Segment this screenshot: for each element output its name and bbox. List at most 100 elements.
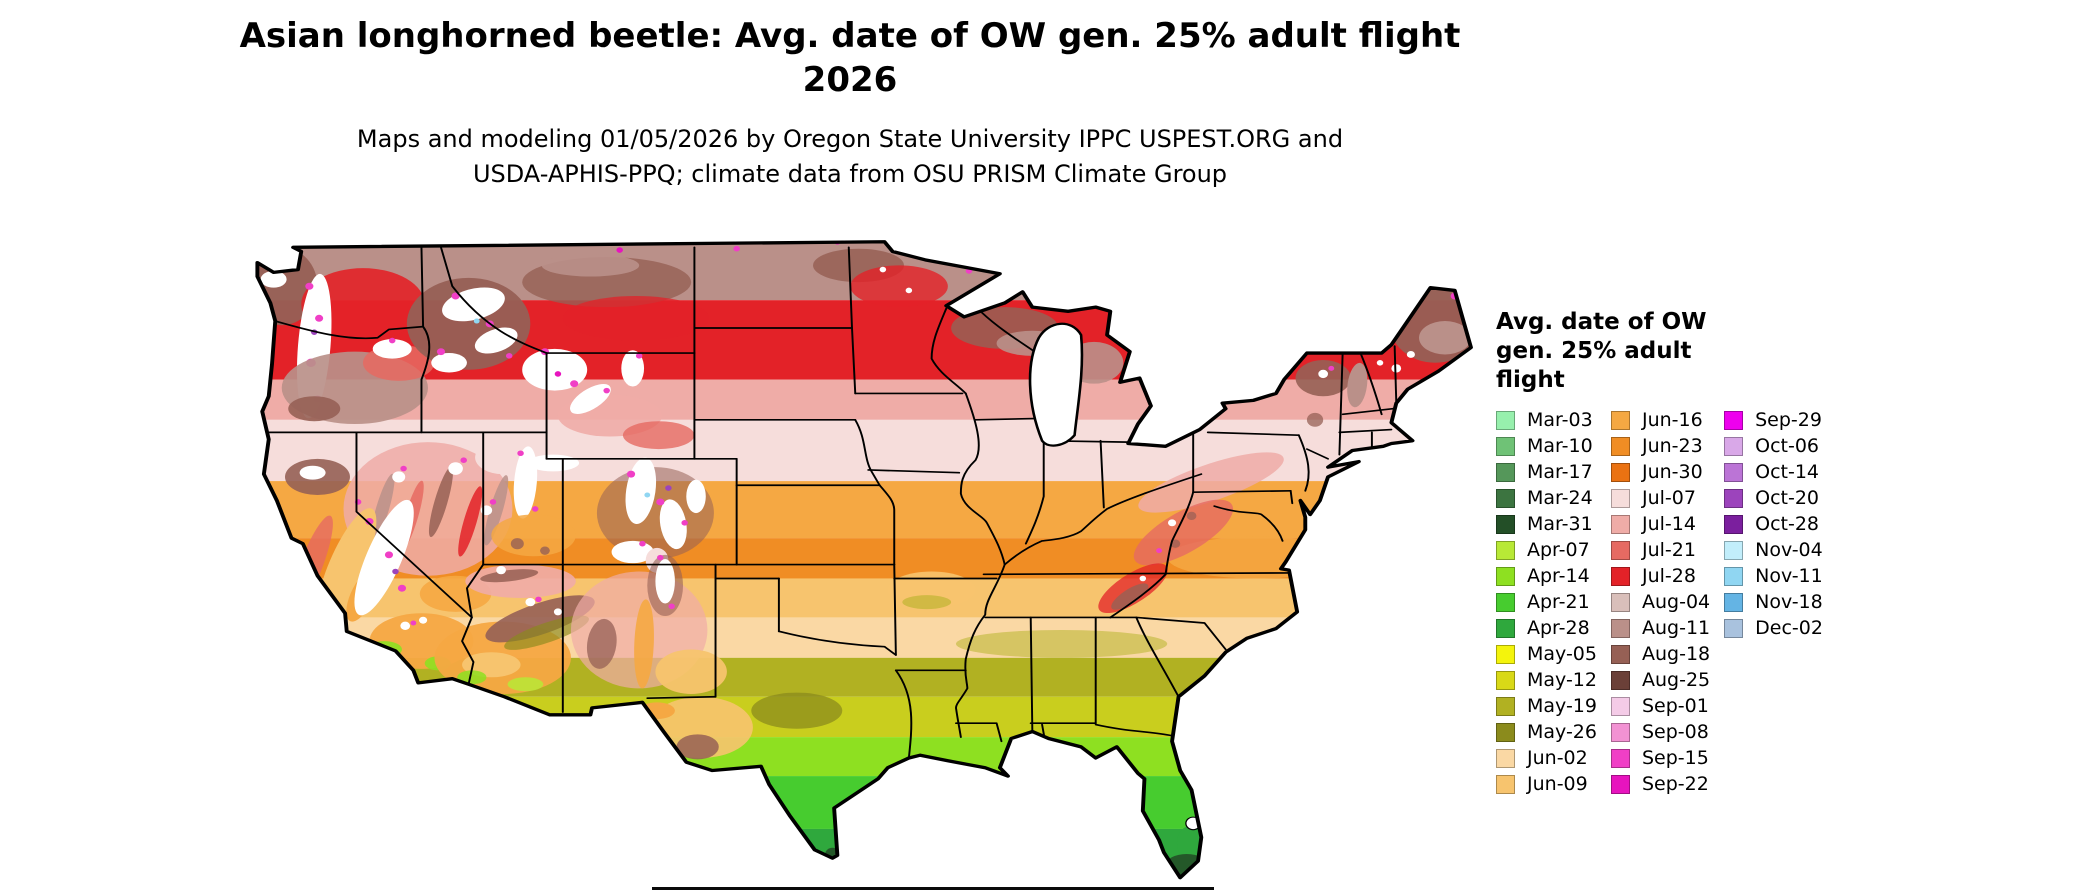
legend-item: May-26	[1496, 721, 1597, 743]
legend-item: Jul-07	[1610, 487, 1710, 509]
legend-item: Nov-18	[1724, 591, 1823, 613]
legend-swatch	[1610, 618, 1630, 638]
legend-label: Oct-14	[1755, 461, 1820, 483]
legend-label: May-19	[1527, 695, 1597, 717]
legend-item: Apr-07	[1496, 539, 1597, 561]
legend-item: Aug-04	[1610, 591, 1711, 613]
legend-label: Sep-15	[1641, 747, 1709, 769]
map-panel	[246, 232, 1484, 886]
legend-label: Oct-20	[1755, 487, 1820, 509]
legend-swatch	[1724, 618, 1744, 638]
legend-label: May-05	[1527, 643, 1597, 665]
legend-label: Jun-30	[1641, 461, 1703, 483]
legend-item: Mar-24	[1496, 487, 1597, 509]
legend-swatch	[1496, 410, 1515, 430]
legend-label: Sep-22	[1641, 773, 1709, 795]
legend-label: Jun-23	[1641, 435, 1703, 457]
legend-swatch	[1724, 462, 1744, 482]
legend-item: Oct-20	[1724, 487, 1823, 509]
legend-swatch	[1496, 436, 1515, 456]
legend-item: Apr-21	[1496, 591, 1597, 613]
map-header: Asian longhorned beetle: Avg. date of OW…	[150, 14, 1550, 192]
legend-column: Mar-03 Mar-10 Mar-17 Mar-24 Mar-31 Apr-07 Apr-…	[1496, 409, 1597, 795]
legend-item: May-12	[1496, 669, 1597, 691]
legend-swatch	[1496, 696, 1515, 716]
legend-label: Oct-06	[1755, 435, 1820, 457]
legend-item: Sep-15	[1610, 747, 1710, 769]
legend-column: Jun-16 Jun-23 Jun-30 Jul-07 Jul-14 Jul-21 Jul-…	[1610, 409, 1711, 795]
legend-item: Mar-10	[1496, 435, 1597, 457]
legend-label: Aug-11	[1641, 617, 1711, 639]
legend-label: Sep-08	[1641, 721, 1709, 743]
page-title-year: 2026	[802, 60, 898, 100]
attribution-line-2: USDA-APHIS-PPQ; climate data from OSU PR…	[472, 160, 1228, 188]
legend-title-line-3: flight	[1496, 367, 1565, 393]
legend-label: Aug-18	[1641, 643, 1711, 665]
legend-item: Jun-09	[1496, 773, 1597, 795]
legend-item: Sep-22	[1610, 773, 1710, 795]
legend-item: Mar-03	[1496, 409, 1597, 431]
attribution-line-1: Maps and modeling 01/05/2026 by Oregon S…	[356, 125, 1344, 153]
legend-swatch	[1724, 436, 1744, 456]
image-bottom-border	[652, 887, 1214, 890]
legend-label: Sep-29	[1755, 409, 1822, 431]
legend-swatch	[1610, 462, 1630, 482]
legend-label: Apr-07	[1527, 539, 1590, 561]
legend-swatch	[1610, 514, 1630, 534]
legend-label: Aug-04	[1641, 591, 1711, 613]
us-choropleth-svg	[255, 240, 1473, 880]
legend-swatch	[1610, 670, 1630, 690]
legend-swatch	[1496, 722, 1515, 742]
legend-swatch	[1496, 488, 1515, 508]
map-legend: Avg. date of OW gen. 25% adult flight Ma…	[1496, 308, 1926, 795]
legend-swatch	[1496, 670, 1515, 690]
legend-item: Mar-17	[1496, 461, 1597, 483]
legend-swatch	[1496, 592, 1515, 612]
legend-swatch	[1496, 540, 1515, 560]
legend-item: Mar-31	[1496, 513, 1597, 535]
legend-item: Jun-02	[1496, 747, 1597, 769]
legend-label: Mar-03	[1527, 409, 1593, 431]
legend-swatch	[1610, 488, 1630, 508]
legend-label: Apr-28	[1527, 617, 1590, 639]
legend-swatch	[1610, 644, 1630, 664]
legend-item: May-19	[1496, 695, 1597, 717]
legend-label: Apr-14	[1527, 565, 1590, 587]
legend-label: Mar-24	[1527, 487, 1593, 509]
legend-item: Apr-28	[1496, 617, 1597, 639]
legend-label: Mar-31	[1527, 513, 1593, 535]
legend-title: Avg. date of OW gen. 25% adult flight	[1496, 308, 1926, 395]
legend-item: Sep-29	[1724, 409, 1823, 431]
legend-item: Aug-25	[1610, 669, 1711, 691]
legend-label: Nov-18	[1755, 591, 1823, 613]
legend-item: Apr-14	[1496, 565, 1597, 587]
legend-label: Sep-01	[1641, 695, 1709, 717]
legend-item: Aug-18	[1610, 643, 1711, 665]
legend-label: Apr-21	[1527, 591, 1590, 613]
legend-swatch	[1496, 514, 1515, 534]
legend-label: Jun-02	[1527, 747, 1588, 769]
legend-swatch	[1610, 774, 1630, 794]
legend-item: Jul-14	[1610, 513, 1710, 535]
attribution: Maps and modeling 01/05/2026 by Oregon S…	[150, 122, 1550, 192]
legend-item: Oct-28	[1724, 513, 1823, 535]
legend-swatch	[1610, 592, 1630, 612]
legend-label: Aug-25	[1641, 669, 1711, 691]
legend-item: Nov-04	[1724, 539, 1823, 561]
page-title: Asian longhorned beetle: Avg. date of OW…	[239, 16, 1461, 56]
legend-label: Dec-02	[1755, 617, 1823, 639]
legend-swatch	[1610, 436, 1630, 456]
legend-item: Nov-11	[1724, 565, 1823, 587]
legend-label: Mar-10	[1527, 435, 1593, 457]
legend-swatch	[1724, 488, 1744, 508]
legend-swatch	[1610, 696, 1630, 716]
legend-swatch	[1496, 748, 1515, 768]
legend-swatch	[1724, 410, 1744, 430]
legend-swatch	[1610, 410, 1630, 430]
legend-label: Jul-07	[1641, 487, 1696, 509]
legend-item: Sep-01	[1610, 695, 1710, 717]
legend-label: May-12	[1527, 669, 1597, 691]
legend-label: May-26	[1527, 721, 1597, 743]
legend-label: Mar-17	[1527, 461, 1593, 483]
legend-swatch	[1610, 748, 1630, 768]
